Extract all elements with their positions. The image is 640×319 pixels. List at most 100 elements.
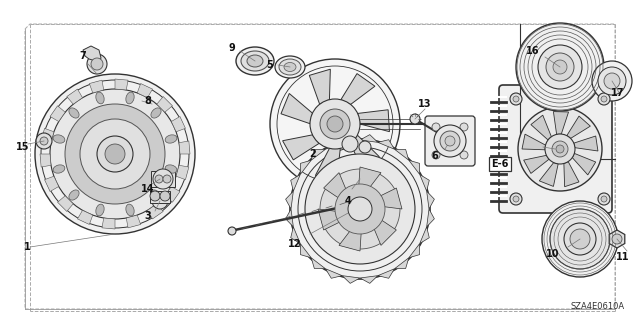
Circle shape: [359, 141, 371, 153]
Polygon shape: [342, 276, 360, 283]
Circle shape: [460, 123, 468, 131]
Circle shape: [598, 93, 610, 105]
Ellipse shape: [96, 204, 104, 216]
Ellipse shape: [236, 47, 274, 75]
Circle shape: [612, 234, 622, 244]
Polygon shape: [147, 204, 163, 219]
Polygon shape: [77, 210, 93, 225]
Circle shape: [542, 201, 618, 277]
Polygon shape: [157, 97, 172, 112]
Ellipse shape: [247, 55, 263, 67]
Polygon shape: [540, 163, 558, 186]
Polygon shape: [394, 149, 409, 160]
Circle shape: [598, 193, 610, 205]
Circle shape: [440, 131, 460, 151]
Polygon shape: [326, 140, 342, 149]
Circle shape: [40, 137, 48, 145]
Circle shape: [320, 109, 350, 139]
Circle shape: [35, 74, 195, 234]
Circle shape: [65, 104, 165, 204]
Circle shape: [320, 169, 400, 249]
Circle shape: [510, 193, 522, 205]
Bar: [151, 171, 175, 187]
Text: 6: 6: [431, 151, 438, 161]
Circle shape: [335, 184, 385, 234]
Polygon shape: [427, 191, 435, 209]
Circle shape: [570, 229, 590, 249]
Polygon shape: [316, 148, 340, 179]
Polygon shape: [172, 116, 186, 132]
Circle shape: [163, 175, 171, 183]
Circle shape: [516, 23, 604, 111]
Polygon shape: [300, 160, 311, 174]
Circle shape: [432, 151, 440, 159]
Polygon shape: [90, 80, 104, 93]
FancyBboxPatch shape: [499, 85, 612, 213]
Circle shape: [445, 136, 455, 146]
Text: 1: 1: [24, 242, 30, 252]
Polygon shape: [45, 176, 59, 191]
Polygon shape: [358, 110, 390, 132]
Circle shape: [550, 209, 610, 269]
Polygon shape: [420, 227, 429, 243]
Circle shape: [36, 133, 52, 149]
FancyBboxPatch shape: [425, 116, 475, 166]
Polygon shape: [524, 155, 549, 174]
Circle shape: [80, 119, 150, 189]
Text: 14: 14: [141, 184, 155, 194]
Polygon shape: [522, 134, 545, 150]
Polygon shape: [574, 136, 598, 151]
Polygon shape: [318, 209, 345, 230]
Text: E-6: E-6: [492, 159, 509, 169]
Ellipse shape: [165, 165, 177, 173]
Polygon shape: [126, 215, 141, 228]
Circle shape: [305, 154, 415, 264]
Polygon shape: [285, 209, 293, 227]
Polygon shape: [394, 258, 409, 269]
Text: 9: 9: [228, 43, 236, 53]
Polygon shape: [372, 217, 396, 245]
Circle shape: [160, 191, 170, 201]
Polygon shape: [351, 135, 380, 171]
Polygon shape: [409, 243, 420, 258]
Polygon shape: [164, 187, 180, 202]
Circle shape: [434, 125, 466, 157]
Circle shape: [327, 116, 343, 132]
Polygon shape: [609, 230, 625, 248]
Circle shape: [546, 53, 574, 81]
Text: 4: 4: [344, 196, 351, 206]
Text: 2: 2: [310, 149, 316, 159]
Circle shape: [601, 196, 607, 202]
Polygon shape: [375, 188, 402, 209]
Circle shape: [150, 191, 160, 201]
Circle shape: [510, 93, 522, 105]
Polygon shape: [339, 226, 362, 251]
Polygon shape: [67, 89, 83, 104]
Circle shape: [553, 60, 567, 74]
Polygon shape: [300, 243, 311, 258]
Text: 7: 7: [79, 51, 86, 61]
Polygon shape: [378, 269, 394, 278]
Circle shape: [270, 59, 400, 189]
Circle shape: [97, 136, 133, 172]
Bar: [150, 191, 170, 203]
Circle shape: [513, 96, 519, 102]
Polygon shape: [326, 269, 342, 278]
Circle shape: [598, 67, 626, 95]
Polygon shape: [324, 173, 348, 201]
Ellipse shape: [126, 92, 134, 104]
Circle shape: [432, 123, 440, 131]
Polygon shape: [285, 191, 293, 209]
Circle shape: [105, 144, 125, 164]
Polygon shape: [572, 153, 596, 175]
Text: SZA4E0610A: SZA4E0610A: [571, 302, 625, 311]
Circle shape: [342, 136, 358, 152]
Circle shape: [310, 99, 360, 149]
Text: 17: 17: [611, 88, 625, 98]
Polygon shape: [409, 160, 420, 174]
Circle shape: [50, 89, 180, 219]
Circle shape: [552, 141, 568, 157]
Polygon shape: [360, 276, 378, 283]
Ellipse shape: [151, 108, 161, 118]
Polygon shape: [115, 79, 128, 90]
